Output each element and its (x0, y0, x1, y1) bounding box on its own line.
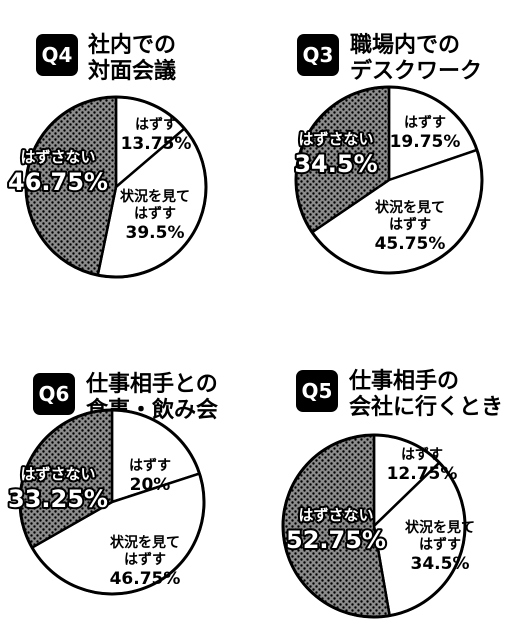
pie-chart-q5: Q5 仕事相手の会社に行くときはずす12.75%状況を見てはずす34.5%はずさな… (281, 368, 503, 619)
question-badge-label: Q5 (302, 379, 333, 403)
slice-percent: 20% (130, 475, 171, 495)
chart-title-line: 社内での (88, 32, 176, 58)
chart-title-line: 職場内での (350, 32, 460, 58)
slice-percent: 39.5% (126, 223, 185, 243)
slice-label: はずす (404, 114, 446, 131)
pie-outline (294, 85, 484, 275)
question-badge (297, 34, 339, 76)
pie-outline (18, 408, 206, 596)
chart-title-line: 仕事相手との (85, 371, 218, 397)
slice-percent: 34.5% (411, 554, 470, 574)
pie-outline (24, 95, 208, 279)
question-badge (33, 373, 75, 415)
slice-percent: 33.25% (8, 485, 108, 513)
chart-title-line: 対面会議 (88, 58, 176, 84)
pie-chart-q3: Q3 職場内でのデスクワークはずす19.75%状況を見てはずす45.75%はずさな… (292, 32, 484, 275)
pie-outline (281, 433, 467, 619)
slice-label: はずす (135, 116, 177, 133)
slice-percent: 52.75% (286, 526, 386, 554)
slice-label: はずさない (298, 506, 373, 524)
slice-label: はずす (419, 536, 461, 553)
slice-label: はずす (401, 446, 443, 463)
question-badge-label: Q3 (303, 43, 334, 67)
slice-label: はずす (389, 216, 431, 233)
slice-label: はずさない (20, 148, 95, 166)
slice-percent: 46.75% (110, 569, 181, 589)
slice-percent: 34.5% (294, 150, 377, 178)
slice-label: はずす (124, 551, 166, 568)
slice-label: 状況を見て (110, 534, 180, 551)
question-badge-label: Q6 (39, 382, 70, 406)
slice-percent: 13.75% (121, 134, 192, 154)
slice-percent: 19.75% (390, 132, 461, 152)
slice-percent: 12.75% (387, 464, 458, 484)
chart-title-line: デスクワーク (350, 58, 482, 84)
question-badge (296, 370, 338, 412)
pie-chart-q4: Q4 社内での対面会議はずす13.75%状況を見てはずす39.5%はずさない46.… (6, 32, 208, 279)
chart-title-line: 会社に行くとき (349, 394, 503, 420)
slice-label: 状況を見て (375, 199, 445, 216)
slice-percent: 45.75% (375, 234, 446, 254)
pie-chart-q6: Q6 仕事相手との食事・飲み会はずす20%状況を見てはずす46.75%はずさない3… (6, 371, 218, 596)
slice-label: 状況を見て (120, 188, 190, 205)
chart-title-line: 仕事相手の (348, 368, 459, 394)
slice-label: はずす (134, 205, 176, 222)
slice-label: 状況を見て (405, 519, 475, 536)
question-badge (36, 34, 78, 76)
slice-label: はずさない (20, 465, 95, 483)
question-badge-label: Q4 (42, 43, 73, 67)
slice-percent: 46.75% (8, 168, 108, 196)
slice-label: はずす (129, 457, 171, 474)
slice-label: はずさない (298, 130, 373, 148)
